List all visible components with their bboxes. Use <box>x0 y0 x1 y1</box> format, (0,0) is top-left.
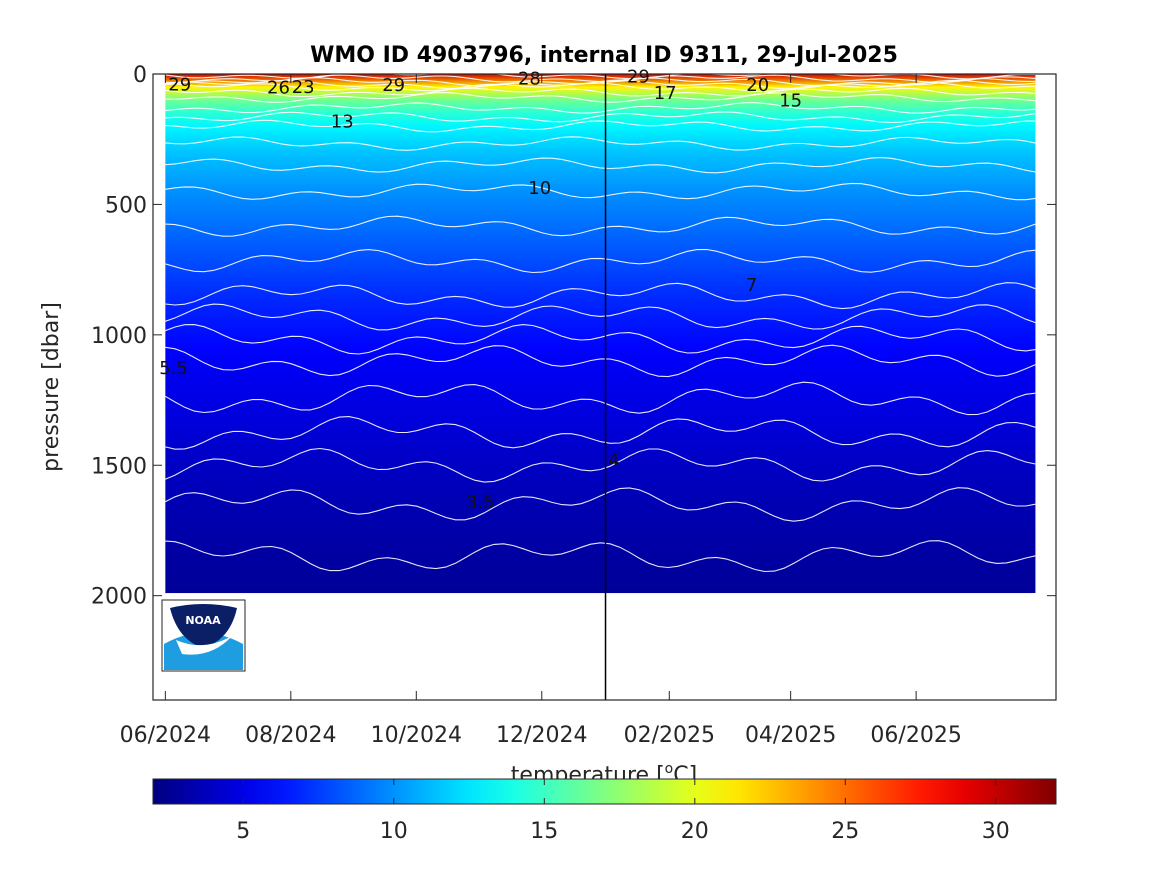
isotherm-line <box>165 215 1036 237</box>
x-tick-label: 08/2024 <box>245 723 336 748</box>
isotherm-line <box>165 324 1036 355</box>
plot-frame <box>152 73 1057 701</box>
y-tick-label: 500 <box>105 193 147 218</box>
noaa-logo-text: NOAA <box>185 614 221 627</box>
isotherm-line <box>165 182 1036 201</box>
noaa-logo: NOAA <box>161 599 246 672</box>
contour-label: 29 <box>627 67 650 88</box>
isotherm-line <box>165 447 1036 483</box>
colorbar-tick-label: 10 <box>380 819 408 844</box>
x-tick-label: 12/2024 <box>496 723 587 748</box>
isotherm-line <box>165 344 1036 378</box>
x-tick-label: 06/2024 <box>120 723 211 748</box>
y-axis-ticks: 0 500 1000 1500 2000 <box>91 63 1056 610</box>
x-tick-label: 10/2024 <box>371 723 462 748</box>
y-axis-label: pressure [dbar] <box>39 302 64 472</box>
temperature-field-area <box>165 74 1036 594</box>
isotherm-line <box>165 82 1036 92</box>
contour-label: 5.5 <box>159 358 188 379</box>
contour-label: 13 <box>331 111 354 132</box>
isotherm-line <box>165 136 1036 151</box>
isotherm-line <box>165 487 1036 522</box>
contour-label: 29 <box>168 74 191 95</box>
x-axis-ticks: 06/2024 08/2024 10/2024 12/2024 02/2025 04/20… <box>120 74 962 748</box>
isotherm-line <box>165 381 1036 416</box>
contour-label: 10 <box>528 178 551 199</box>
y-tick-label: 1000 <box>91 324 147 349</box>
isotherm-lines <box>165 74 1036 573</box>
isotherm-line <box>165 87 1036 98</box>
colorbar-tick-label: 5 <box>236 819 250 844</box>
contour-label: 4 <box>608 451 619 472</box>
isotherm-line <box>165 416 1036 450</box>
isotherm-line <box>165 303 1036 331</box>
y-tick-label: 1500 <box>91 454 147 479</box>
y-tick-label: 2000 <box>91 585 147 610</box>
colorbar-tick-label: 15 <box>530 819 558 844</box>
y-tick-label: 0 <box>133 63 147 88</box>
contour-label: 23 <box>292 77 315 98</box>
x-tick-label: 02/2025 <box>624 723 715 748</box>
isotherm-line <box>165 92 1036 103</box>
x-tick-label: 06/2025 <box>870 723 961 748</box>
isotherm-line <box>165 157 1036 174</box>
isotherm-line <box>165 102 1036 114</box>
isotherm-line <box>165 540 1036 573</box>
contour-label: 20 <box>746 75 769 96</box>
colorbar-tick-label: 25 <box>831 819 859 844</box>
isotherm-line <box>165 119 1036 133</box>
isotherm-line <box>165 248 1036 274</box>
colorbar-ticks: 5 10 15 20 25 30 <box>236 779 1010 844</box>
contour-label: 26 <box>267 78 290 99</box>
contour-label: 15 <box>779 91 802 112</box>
chart-title: WMO ID 4903796, internal ID 9311, 29-Jul… <box>310 43 898 68</box>
contour-label: 7 <box>746 275 757 296</box>
isotherm-line <box>165 282 1036 310</box>
contour-label: 17 <box>654 83 677 104</box>
contour-label: 3.5 <box>466 492 495 513</box>
colorbar-tick-label: 30 <box>982 819 1010 844</box>
colorbar-tick-label: 20 <box>681 819 709 844</box>
contour-label: 29 <box>382 75 405 96</box>
colorbar <box>152 778 1057 805</box>
temperature-field <box>165 74 1036 594</box>
x-tick-label: 04/2025 <box>745 723 836 748</box>
isotherm-line <box>165 111 1036 124</box>
contour-label: 28 <box>518 69 541 90</box>
noaa-logo-bird-icon <box>170 604 237 648</box>
